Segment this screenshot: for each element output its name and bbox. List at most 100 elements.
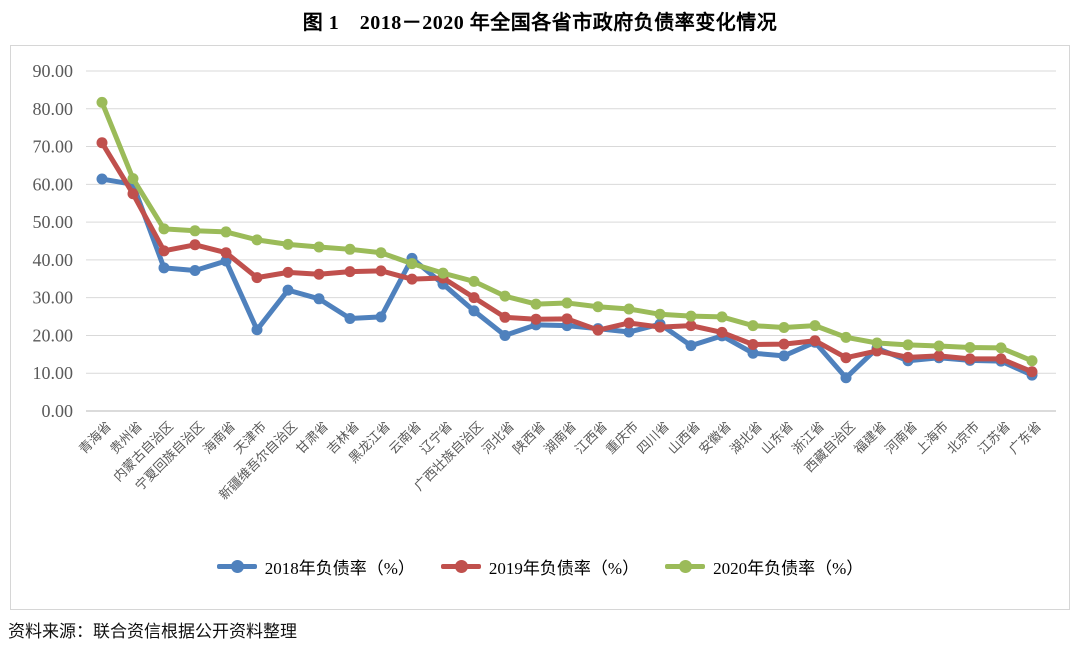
x-axis-label: 甘肃省 bbox=[293, 419, 331, 457]
chart-legend: 2018年负债率（%） 2019年负债率（%） 2020年负债率（%） bbox=[11, 554, 1069, 579]
data-point-2018年负债率（%）-海南省 bbox=[220, 255, 232, 267]
x-axis-label: 青海省 bbox=[76, 419, 114, 457]
x-axis-label: 湖北省 bbox=[727, 419, 765, 457]
data-point-2020年负债率（%）-云南省 bbox=[406, 258, 418, 270]
data-point-2020年负债率（%）-吉林省 bbox=[344, 243, 356, 255]
data-point-2019年负债率（%）-重庆市 bbox=[623, 317, 635, 329]
data-point-2019年负债率（%）-山东省 bbox=[778, 338, 790, 350]
y-axis-tick-label: 90.00 bbox=[33, 61, 74, 81]
y-axis-tick-label: 50.00 bbox=[33, 212, 74, 232]
data-point-2019年负债率（%）-吉林省 bbox=[344, 266, 356, 278]
legend-item-2020: 2020年负债率（%） bbox=[665, 554, 863, 579]
x-axis-label: 上海市 bbox=[913, 419, 951, 457]
data-point-2018年负债率（%）-重庆市 bbox=[623, 326, 635, 338]
y-axis-tick-label: 30.00 bbox=[33, 288, 74, 308]
data-point-2018年负债率（%）-广西壮族自治区 bbox=[468, 305, 480, 317]
data-point-2018年负债率（%）-西藏自治区 bbox=[840, 372, 852, 384]
data-point-2020年负债率（%）-贵州省 bbox=[127, 173, 139, 185]
data-point-2019年负债率（%）-宁夏回族自治区 bbox=[189, 239, 201, 251]
legend-line-marker-2019-icon bbox=[440, 560, 481, 573]
legend-dot-marker-2018-icon bbox=[230, 560, 244, 573]
y-axis-tick-label: 40.00 bbox=[33, 250, 74, 270]
legend-line-marker-2018-icon bbox=[216, 560, 257, 573]
legend-label-2018: 2018年负债率（%） bbox=[264, 559, 415, 578]
data-point-2020年负债率（%）-海南省 bbox=[220, 226, 232, 238]
data-point-2019年负债率（%）-海南省 bbox=[220, 247, 232, 259]
data-point-2018年负债率（%）-新疆维吾尔自治区 bbox=[282, 284, 294, 296]
data-point-2020年负债率（%）-四川省 bbox=[654, 308, 666, 320]
y-axis-tick-label: 0.00 bbox=[42, 401, 74, 421]
x-axis-label: 四川省 bbox=[634, 419, 672, 457]
data-point-2019年负债率（%）-云南省 bbox=[406, 273, 418, 285]
data-point-2019年负债率（%）-北京市 bbox=[964, 353, 976, 365]
data-point-2019年负债率（%）-河南省 bbox=[902, 351, 914, 363]
data-point-2020年负债率（%）-甘肃省 bbox=[313, 241, 325, 253]
data-point-2019年负债率（%）-湖南省 bbox=[561, 313, 573, 325]
data-point-2020年负债率（%）-浙江省 bbox=[809, 320, 821, 332]
data-point-2019年负债率（%）-浙江省 bbox=[809, 335, 821, 347]
legend-label-2019: 2019年负债率（%） bbox=[488, 559, 640, 578]
data-point-2019年负债率（%）-上海市 bbox=[933, 350, 945, 362]
x-axis-label: 山东省 bbox=[758, 419, 796, 457]
data-point-2019年负债率（%）-广东省 bbox=[1026, 366, 1038, 378]
data-point-2020年负债率（%）-天津市 bbox=[251, 234, 263, 246]
data-point-2019年负债率（%）-河北省 bbox=[499, 311, 511, 323]
data-point-2019年负债率（%）-湖北省 bbox=[747, 339, 759, 351]
figure-title: 图 1 2018－2020 年全国各省市政府负债率变化情况 bbox=[302, 12, 778, 34]
x-axis-label: 北京市 bbox=[944, 419, 982, 457]
x-axis-label: 福建省 bbox=[851, 419, 889, 457]
data-point-2020年负债率（%）-上海市 bbox=[933, 340, 945, 352]
data-point-2018年负债率（%）-内蒙古自治区 bbox=[158, 262, 170, 274]
data-point-2019年负债率（%）-内蒙古自治区 bbox=[158, 245, 170, 257]
data-point-2019年负债率（%）-江西省 bbox=[592, 324, 604, 336]
data-point-2020年负债率（%）-重庆市 bbox=[623, 303, 635, 315]
x-axis-label: 山西省 bbox=[665, 419, 703, 457]
data-point-2020年负债率（%）-山东省 bbox=[778, 322, 790, 334]
legend-dot-marker-2020-icon bbox=[679, 560, 693, 573]
data-point-2019年负债率（%）-甘肃省 bbox=[313, 268, 325, 280]
data-point-2020年负债率（%）-广西壮族自治区 bbox=[468, 275, 480, 287]
data-point-2019年负债率（%）-江苏省 bbox=[995, 353, 1007, 365]
y-axis-tick-label: 80.00 bbox=[33, 99, 74, 119]
data-point-2019年负债率（%）-陕西省 bbox=[530, 313, 542, 325]
data-point-2018年负债率（%）-湖北省 bbox=[747, 347, 759, 359]
data-point-2019年负债率（%）-四川省 bbox=[654, 321, 666, 333]
data-point-2018年负债率（%）-宁夏回族自治区 bbox=[189, 264, 201, 276]
data-point-2020年负债率（%）-河北省 bbox=[499, 290, 511, 302]
data-point-2020年负债率（%）-安徽省 bbox=[716, 311, 728, 323]
x-axis-label: 广东省 bbox=[1006, 419, 1044, 457]
data-point-2018年负债率（%）-甘肃省 bbox=[313, 293, 325, 305]
data-point-2018年负债率（%）-吉林省 bbox=[344, 312, 356, 324]
data-point-2020年负债率（%）-江苏省 bbox=[995, 342, 1007, 354]
x-axis-label: 湖南省 bbox=[541, 419, 579, 457]
data-point-2018年负债率（%）-天津市 bbox=[251, 324, 263, 336]
data-point-2018年负债率（%）-山西省 bbox=[685, 340, 697, 352]
data-point-2020年负债率（%）-广东省 bbox=[1026, 355, 1038, 367]
data-point-2019年负债率（%）-青海省 bbox=[96, 137, 108, 149]
source-note: 资料来源：联合资信根据公开资料整理 bbox=[8, 622, 297, 641]
x-axis-label: 云南省 bbox=[386, 419, 424, 457]
data-point-2018年负债率（%）-黑龙江省 bbox=[375, 311, 387, 323]
x-axis-label: 江苏省 bbox=[975, 419, 1013, 457]
data-point-2020年负债率（%）-北京市 bbox=[964, 342, 976, 354]
data-point-2020年负债率（%）-湖北省 bbox=[747, 320, 759, 332]
y-axis-tick-label: 20.00 bbox=[33, 325, 74, 345]
legend-label-2020: 2020年负债率（%） bbox=[713, 559, 864, 578]
legend-dot-marker-2019-icon bbox=[454, 560, 468, 573]
data-point-2019年负债率（%）-安徽省 bbox=[716, 326, 728, 338]
data-point-2019年负债率（%）-山西省 bbox=[685, 320, 697, 332]
x-axis-label: 安徽省 bbox=[696, 419, 734, 457]
data-point-2019年负债率（%）-贵州省 bbox=[127, 188, 139, 200]
data-point-2020年负债率（%）-陕西省 bbox=[530, 298, 542, 310]
x-axis-label: 河北省 bbox=[479, 419, 517, 457]
y-axis-tick-label: 10.00 bbox=[33, 363, 74, 383]
x-axis-label: 江西省 bbox=[572, 419, 610, 457]
plot-svg: 0.00 10.00 20.00 30.00 40.00 50.00 60.00 70.00 8… bbox=[33, 61, 1056, 503]
data-point-2020年负债率（%）-青海省 bbox=[96, 96, 108, 108]
legend-item-2018: 2018年负债率（%） bbox=[216, 554, 415, 579]
data-point-2020年负债率（%）-黑龙江省 bbox=[375, 247, 387, 259]
y-axis-tick-label: 70.00 bbox=[33, 137, 74, 157]
x-axis-label: 河南省 bbox=[882, 419, 920, 457]
series-line-2018年负债率（%） bbox=[99, 176, 1035, 381]
